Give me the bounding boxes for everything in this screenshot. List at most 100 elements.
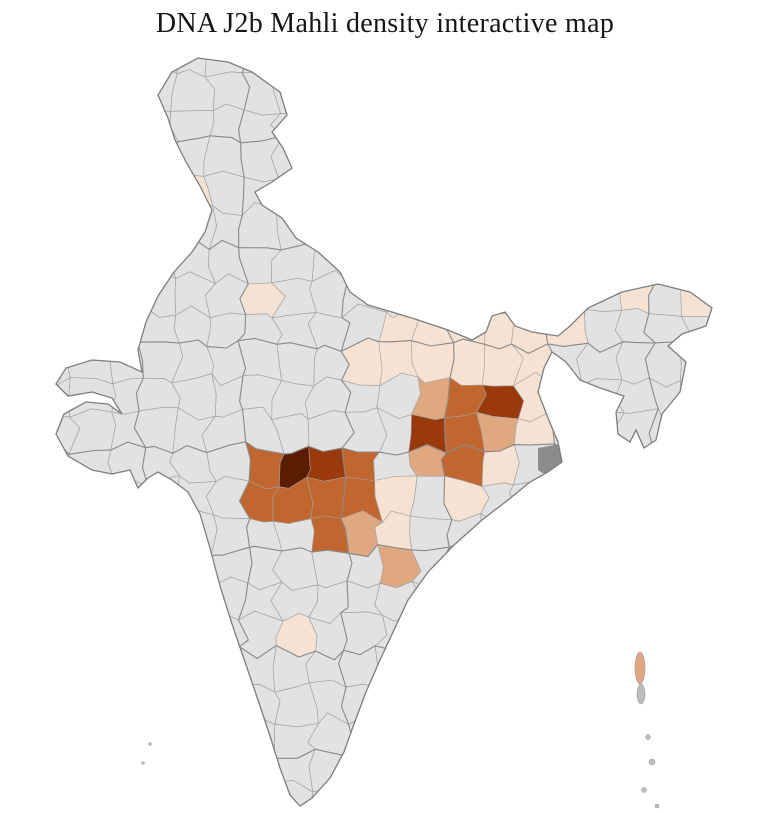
island-dot[interactable]: [654, 803, 660, 809]
district-cell[interactable]: [408, 781, 453, 813]
district-cell[interactable]: [547, 270, 585, 314]
district-cell[interactable]: [510, 241, 556, 283]
district-cell[interactable]: [582, 236, 619, 281]
district-cell[interactable]: [309, 135, 353, 182]
district-cell[interactable]: [68, 136, 110, 182]
district-cell[interactable]: [477, 74, 514, 109]
district-cell[interactable]: [65, 75, 108, 114]
district-cell[interactable]: [379, 782, 420, 813]
district-cell[interactable]: [443, 104, 488, 147]
district-cell[interactable]: [137, 716, 181, 760]
district-cell[interactable]: [680, 442, 726, 484]
district-cell[interactable]: [580, 785, 619, 813]
district-cell[interactable]: [34, 373, 71, 418]
district-cell[interactable]: [680, 74, 727, 115]
district-cell[interactable]: [509, 581, 556, 622]
district-cell[interactable]: [644, 720, 693, 754]
district-cell[interactable]: [101, 748, 149, 794]
district-cell[interactable]: [375, 171, 422, 209]
district-cell[interactable]: [138, 509, 182, 555]
district-cell[interactable]: [102, 683, 147, 724]
district-cell[interactable]: [616, 712, 658, 761]
district-cell[interactable]: [647, 510, 691, 551]
district-cell[interactable]: [480, 541, 521, 592]
district-cell[interactable]: [681, 783, 726, 813]
district-cell[interactable]: [133, 203, 182, 249]
district-cell[interactable]: [135, 783, 178, 813]
district-cell[interactable]: [547, 208, 584, 251]
district-cell[interactable]: [542, 67, 593, 113]
district-cell[interactable]: [309, 175, 353, 217]
district-cell[interactable]: [76, 274, 116, 317]
district-cell[interactable]: [547, 173, 581, 213]
district-cell[interactable]: [549, 749, 590, 793]
district-cell[interactable]: [136, 753, 179, 786]
district-cell[interactable]: [612, 172, 661, 216]
district-cell[interactable]: [678, 541, 721, 589]
district-cell[interactable]: [447, 719, 488, 751]
district-cell[interactable]: [477, 679, 516, 721]
district-cell[interactable]: [482, 203, 524, 248]
district-cell[interactable]: [36, 718, 79, 763]
district-cell[interactable]: [609, 479, 657, 523]
district-cell[interactable]: [315, 103, 352, 149]
district-cell[interactable]: [476, 579, 522, 622]
district-cell[interactable]: [140, 475, 182, 525]
district-cell[interactable]: [512, 612, 556, 652]
district-cell[interactable]: [101, 545, 146, 588]
district-cell[interactable]: [644, 442, 690, 490]
island-dot[interactable]: [648, 758, 656, 766]
district-cell[interactable]: [38, 170, 83, 213]
district-cell[interactable]: [241, 782, 278, 813]
district-cell[interactable]: [579, 211, 621, 250]
district-cell[interactable]: [477, 645, 523, 689]
district-cell[interactable]: [613, 101, 660, 143]
district-cell[interactable]: [206, 683, 248, 725]
district-cell[interactable]: [408, 35, 452, 74]
district-cell[interactable]: [543, 613, 582, 655]
district-cell[interactable]: [578, 511, 626, 547]
district-cell[interactable]: [100, 645, 145, 690]
district-cell[interactable]: [73, 305, 114, 350]
district-cell[interactable]: [645, 137, 692, 185]
district-cell[interactable]: [307, 40, 350, 79]
district-cell[interactable]: [652, 43, 690, 79]
district-cell[interactable]: [646, 177, 692, 217]
island-strip-shaded[interactable]: [634, 651, 646, 685]
district-cell[interactable]: [271, 41, 318, 80]
district-cell[interactable]: [619, 543, 651, 589]
district-cell[interactable]: [41, 69, 74, 114]
district-cell[interactable]: [577, 75, 625, 111]
district-cell[interactable]: [37, 273, 82, 310]
district-cell[interactable]: [644, 750, 694, 788]
district-cell[interactable]: [550, 546, 588, 583]
island-dot[interactable]: [148, 742, 152, 746]
district-cell[interactable]: [416, 273, 446, 310]
district-cell[interactable]: [207, 717, 248, 755]
district-cell[interactable]: [372, 682, 419, 727]
district-cell[interactable]: [509, 678, 556, 725]
district-cell[interactable]: [578, 751, 620, 792]
district-cell[interactable]: [618, 444, 655, 490]
district-cell[interactable]: [375, 204, 419, 251]
district-cell[interactable]: [510, 274, 555, 321]
district-cell[interactable]: [443, 246, 490, 285]
district-cell[interactable]: [347, 37, 383, 77]
district-cell[interactable]: [439, 679, 488, 728]
district-cell[interactable]: [70, 106, 108, 143]
district-cell[interactable]: [70, 244, 114, 285]
district-cell[interactable]: [43, 547, 80, 590]
district-cell[interactable]: [612, 203, 652, 250]
district-cell[interactable]: [137, 548, 180, 591]
district-cell[interactable]: [512, 509, 554, 555]
district-cell[interactable]: [577, 38, 622, 78]
district-cell[interactable]: [382, 753, 420, 794]
district-cell[interactable]: [510, 544, 554, 593]
district-cell[interactable]: [374, 237, 418, 279]
district-cell[interactable]: [71, 511, 116, 556]
district-cell[interactable]: [645, 105, 682, 149]
district-cell[interactable]: [68, 611, 116, 655]
district-cell[interactable]: [67, 36, 104, 79]
district-cell[interactable]: [68, 580, 111, 621]
district-cell[interactable]: [445, 747, 488, 796]
